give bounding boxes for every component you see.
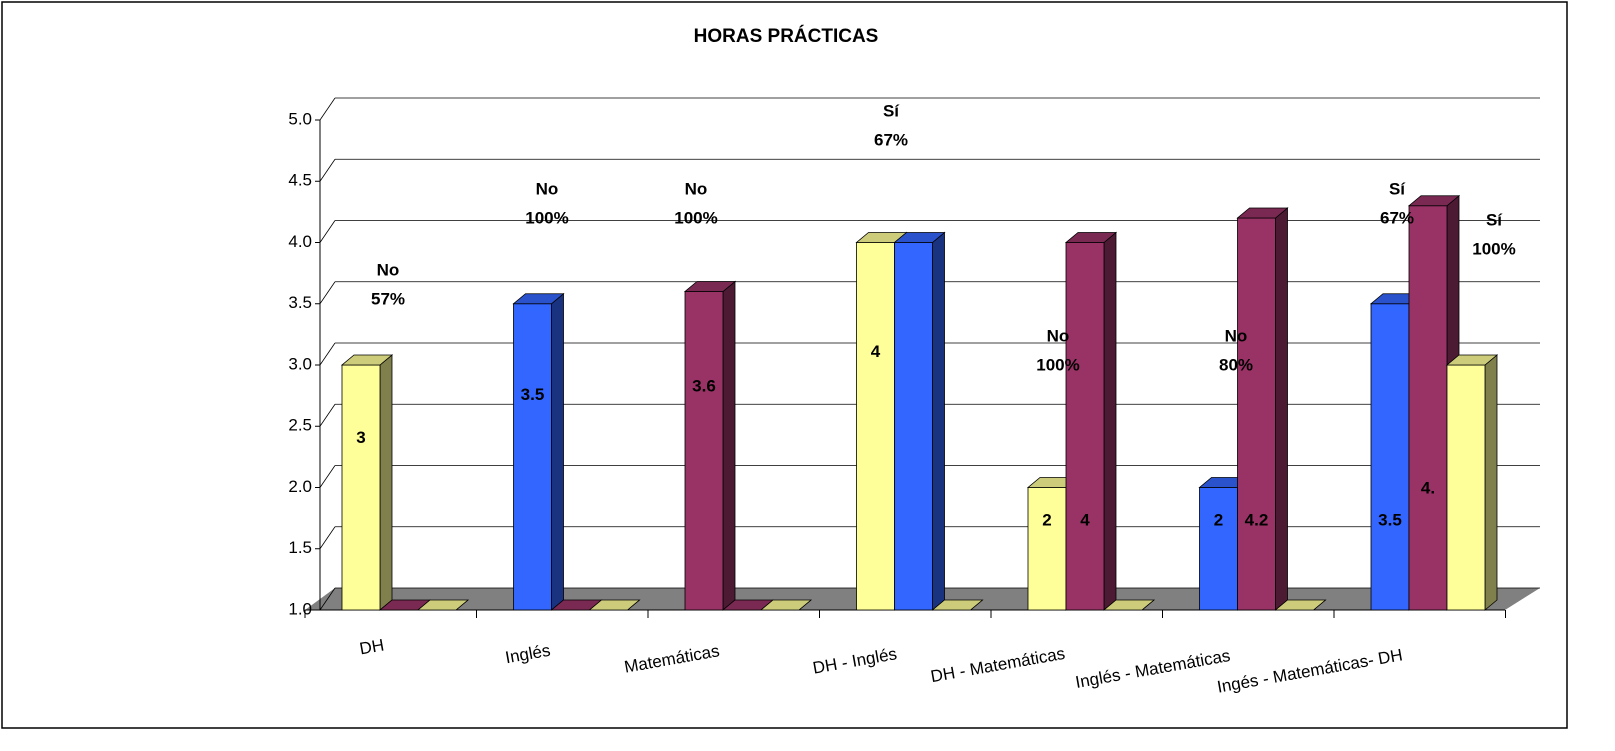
bar-top — [340, 354, 394, 366]
y-tick-label: 4.5 — [288, 171, 312, 190]
y-tick-label: 1.0 — [288, 599, 312, 618]
bar — [1064, 231, 1118, 611]
bar-front — [1370, 303, 1410, 611]
grid-line — [319, 342, 336, 366]
bar-top — [1102, 599, 1156, 611]
annotation: 100% — [1472, 239, 1515, 258]
bar — [683, 280, 737, 611]
bar-front — [341, 364, 381, 611]
bar-top — [683, 281, 737, 292]
grid-line — [319, 281, 336, 304]
bar-front — [1446, 364, 1486, 611]
annotation: 100% — [1036, 355, 1079, 374]
y-tick-label: 2.5 — [288, 416, 312, 435]
y-tick-label: 5.0 — [288, 109, 312, 128]
bar-front — [1027, 487, 1067, 611]
data-label: 2 — [1042, 510, 1051, 529]
bar-top — [588, 599, 641, 611]
bar — [588, 599, 641, 611]
bar-side — [722, 280, 736, 611]
bar — [512, 292, 565, 611]
bar-front — [684, 291, 724, 611]
bar-side — [1484, 354, 1498, 611]
y-tick-label: 4.0 — [288, 232, 312, 251]
bar-top — [893, 232, 946, 243]
chart-title: HORAS PRÁCTICAS — [694, 25, 879, 47]
annotation: No — [536, 179, 559, 198]
bar-top — [1407, 195, 1461, 207]
bar — [340, 354, 394, 611]
bar-side — [1103, 231, 1117, 611]
data-label: 3 — [356, 428, 365, 447]
bar — [893, 231, 946, 611]
data-label: 3.5 — [1378, 510, 1402, 529]
y-tick-label: 2.0 — [288, 477, 312, 496]
data-label: 4. — [1421, 478, 1435, 497]
bar-side — [551, 292, 564, 611]
annotation: 100% — [525, 208, 568, 227]
bar-side — [379, 354, 393, 611]
bar-top — [759, 599, 813, 611]
bar-front — [513, 303, 552, 611]
bar — [416, 599, 470, 611]
bar-front — [1199, 487, 1238, 611]
annotation: 100% — [674, 208, 717, 227]
data-label: 4.2 — [1245, 510, 1269, 529]
data-label: 3.5 — [521, 385, 545, 404]
annotation: 80% — [1219, 355, 1253, 374]
y-tick-label: 3.0 — [288, 354, 312, 373]
grid-line — [319, 465, 336, 488]
bar-top — [1445, 354, 1499, 366]
grid-line — [319, 220, 336, 243]
annotation: 57% — [371, 289, 405, 308]
bar — [759, 599, 813, 611]
grid-line — [319, 97, 336, 121]
grid-line — [319, 404, 336, 427]
bar-front — [856, 242, 895, 611]
annotation: 67% — [1380, 208, 1414, 227]
y-tick-label: 1.5 — [288, 538, 312, 557]
bar-top — [1236, 207, 1289, 219]
bar-front — [1065, 242, 1105, 611]
data-label: 2 — [1214, 510, 1223, 529]
annotation: No — [1047, 326, 1070, 345]
chart-frame — [1, 1, 1568, 729]
annotation: Sí — [1389, 179, 1406, 198]
annotation: Sí — [1486, 210, 1503, 229]
bar-top — [416, 599, 470, 611]
y-tick-label: 3.5 — [288, 293, 312, 312]
grid-line — [319, 587, 336, 611]
data-label: 4 — [1080, 510, 1090, 529]
annotation: No — [685, 179, 708, 198]
bar-side — [932, 231, 945, 611]
bar — [1102, 599, 1156, 611]
x-tick-label: DH — [358, 636, 385, 659]
bar-top — [1064, 232, 1118, 243]
bar-front — [894, 242, 933, 611]
annotation: 67% — [874, 130, 908, 149]
bar-top — [1274, 599, 1327, 611]
annotation: Sí — [883, 101, 900, 120]
data-label: 3.6 — [692, 377, 716, 396]
bar-front — [1237, 217, 1276, 611]
bar-top — [931, 599, 984, 611]
bar-top — [512, 293, 565, 305]
bar — [1445, 354, 1499, 611]
bar — [931, 599, 984, 611]
annotation: No — [377, 260, 400, 279]
annotation: No — [1225, 326, 1248, 345]
bar — [1236, 207, 1289, 611]
grid-line — [319, 159, 336, 182]
bar — [1274, 599, 1327, 611]
data-label: 4 — [871, 342, 881, 361]
grid-line — [319, 526, 336, 549]
bar-front — [1408, 205, 1448, 611]
bar-side — [1275, 207, 1288, 611]
